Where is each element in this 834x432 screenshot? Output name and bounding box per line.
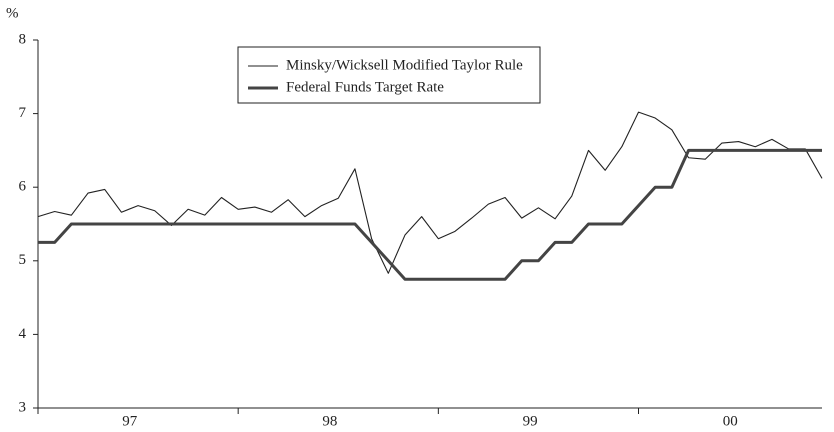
legend-label: Minsky/Wicksell Modified Taylor Rule xyxy=(286,57,523,73)
y-axis-label: % xyxy=(6,5,19,21)
x-tick-label: 97 xyxy=(122,413,138,429)
legend-box xyxy=(237,46,541,104)
y-tick-label: 3 xyxy=(19,399,27,415)
y-tick-label: 4 xyxy=(19,326,27,342)
x-tick-label: 00 xyxy=(723,413,738,429)
y-tick-label: 5 xyxy=(19,252,27,268)
series-line xyxy=(38,148,822,281)
y-tick-label: 6 xyxy=(19,179,27,195)
x-tick-label: 99 xyxy=(523,413,538,429)
legend-label: Federal Funds Target Rate xyxy=(286,79,444,95)
y-tick-label: 7 xyxy=(19,105,27,121)
series-line xyxy=(37,111,823,274)
x-tick-label: 98 xyxy=(322,413,337,429)
y-tick-label: 8 xyxy=(19,31,27,47)
